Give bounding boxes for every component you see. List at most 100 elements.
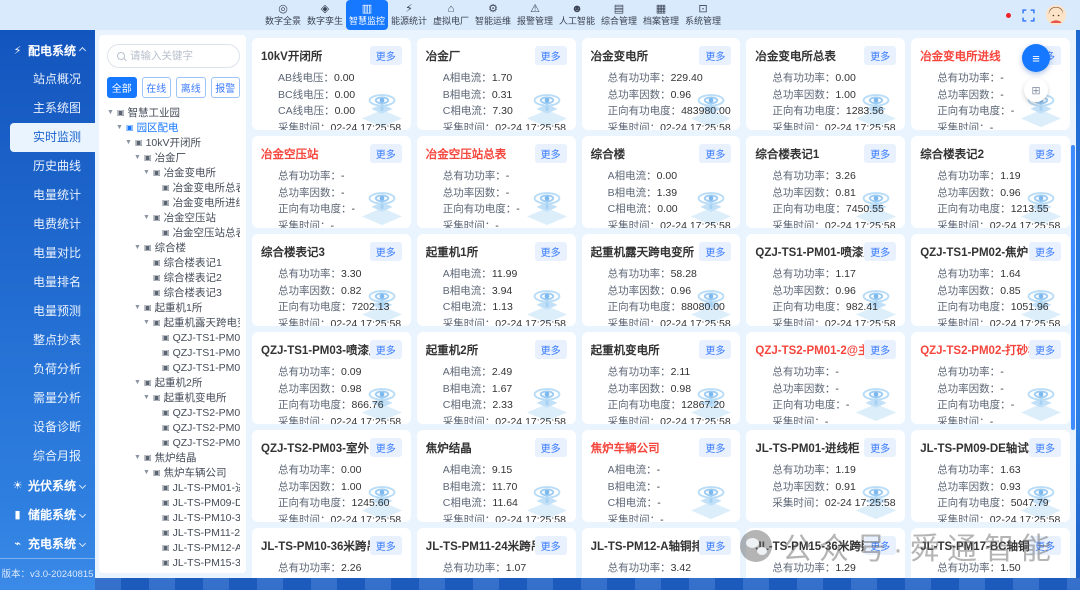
sidebar-item[interactable]: 电费统计 bbox=[33, 217, 82, 231]
tree-node[interactable]: ▣JL-TS-PM10-36米跨吊 bbox=[107, 510, 240, 525]
nav-item-energy-stats[interactable]: ⚡ 能源统计 bbox=[388, 0, 430, 30]
more-button[interactable]: 更多 bbox=[699, 438, 732, 457]
tree-node[interactable]: ▣JL-TS-PM09-DE轴试车 bbox=[107, 495, 240, 510]
tree-node[interactable]: ▼ ▣ 焦炉车辆公司 bbox=[107, 465, 240, 480]
more-button[interactable]: 更多 bbox=[864, 144, 897, 163]
tree-node[interactable]: ▼ ▣ 起重机2所 bbox=[107, 375, 240, 390]
filter-button[interactable]: 离线 bbox=[176, 77, 206, 98]
sidebar-section-power-distribution[interactable]: ⚡ 配电系统 bbox=[0, 36, 95, 65]
more-button[interactable]: 更多 bbox=[864, 340, 897, 359]
tree-node[interactable]: ▣QZJ-TS2-PM03-室外 bbox=[107, 435, 240, 450]
nav-item-general-mgmt[interactable]: ▤ 综合管理 bbox=[598, 0, 640, 30]
sidebar-section-charging[interactable]: ⌁ 充电系统 bbox=[0, 529, 95, 558]
sidebar-item[interactable]: 主系统图 bbox=[33, 101, 82, 115]
tree-node[interactable]: ▼▣起重机露天跨电变所 bbox=[107, 315, 240, 330]
tree-node[interactable]: ▣ 冶金空压站总表 bbox=[107, 225, 240, 240]
sidebar-item[interactable]: 综合月报 bbox=[33, 449, 82, 463]
tree-node[interactable]: ▣JL-TS-PM15-36米跨照 bbox=[107, 555, 240, 569]
sidebar-item[interactable]: 实时监测 bbox=[10, 123, 95, 152]
list-view-toggle-button[interactable]: ≡ bbox=[1022, 44, 1050, 72]
avatar[interactable] bbox=[1046, 5, 1066, 25]
nav-item-digital-panorama[interactable]: ◎ 数字全景 bbox=[262, 0, 304, 30]
tree-node[interactable]: ▣JL-TS-PM11-24米跨吊 bbox=[107, 525, 240, 540]
sidebar-item[interactable]: 需量分析 bbox=[33, 391, 82, 405]
more-button[interactable]: 更多 bbox=[1029, 144, 1061, 163]
more-button[interactable]: 更多 bbox=[1029, 242, 1061, 261]
more-button[interactable]: 更多 bbox=[864, 46, 897, 65]
sidebar-item[interactable]: 整点抄表 bbox=[33, 333, 82, 347]
tree-node[interactable]: ▣QZJ-TS1-PM03-喷漆房 bbox=[107, 360, 240, 375]
filter-button[interactable]: 在线 bbox=[141, 77, 171, 98]
tree-node[interactable]: ▣JL-TS-PM01-进线柜 bbox=[107, 480, 240, 495]
fullscreen-button[interactable] bbox=[1022, 8, 1035, 22]
tree-node[interactable]: ▼ ▣ 智慧工业园 bbox=[107, 105, 240, 120]
more-button[interactable]: 更多 bbox=[864, 536, 897, 555]
tree-node[interactable]: ▣QZJ-TS1-PM02-焦炉吊 bbox=[107, 345, 240, 360]
sidebar-item[interactable]: 设备诊断 bbox=[33, 420, 82, 434]
sidebar-section-storage[interactable]: ▮ 储能系统 bbox=[0, 500, 95, 529]
nav-item-smart-ops[interactable]: ⚙ 智能运维 bbox=[472, 0, 514, 30]
tree-node[interactable]: ▼ ▣ 冶金变电所 bbox=[107, 165, 240, 180]
search-input[interactable] bbox=[130, 50, 230, 62]
tree-node[interactable]: ▣QZJ-TS1-PM01-喷漆房 bbox=[107, 330, 240, 345]
more-button[interactable]: 更多 bbox=[534, 144, 567, 163]
more-button[interactable]: 更多 bbox=[864, 242, 897, 261]
more-button[interactable]: 更多 bbox=[534, 46, 567, 65]
tree-node[interactable]: ▣JL-TS-PM12-A轴铜排 bbox=[107, 540, 240, 555]
more-button[interactable]: 更多 bbox=[369, 46, 402, 65]
tree-node[interactable]: ▣ 综合楼表记2 bbox=[107, 270, 240, 285]
sidebar-item[interactable]: 电量预测 bbox=[33, 304, 82, 318]
filter-button[interactable]: 报警 bbox=[210, 77, 240, 98]
more-button[interactable]: 更多 bbox=[369, 536, 402, 555]
more-button[interactable]: 更多 bbox=[369, 242, 402, 261]
sidebar-item[interactable]: 负荷分析 bbox=[33, 362, 82, 376]
sidebar-item[interactable]: 历史曲线 bbox=[33, 159, 82, 173]
tree-node[interactable]: ▣QZJ-TS2-PM01-2@主 bbox=[107, 405, 240, 420]
search-box[interactable] bbox=[107, 44, 240, 68]
more-button[interactable]: 更多 bbox=[699, 144, 732, 163]
sidebar-item[interactable]: 电量排名 bbox=[33, 275, 82, 289]
more-button[interactable]: 更多 bbox=[864, 438, 897, 457]
tree-node[interactable]: ▼ ▣ 综合楼 bbox=[107, 240, 240, 255]
sidebar-section-solar[interactable]: ☀ 光伏系统 bbox=[0, 471, 95, 500]
nav-item-smart-monitor[interactable]: ▥ 智慧监控 bbox=[346, 0, 388, 30]
more-button[interactable]: 更多 bbox=[534, 536, 567, 555]
more-button[interactable]: 更多 bbox=[534, 340, 567, 359]
tree-node[interactable]: ▼ ▣ 起重机变电所 bbox=[107, 390, 240, 405]
tree-node[interactable]: ▣ 冶金变电所进线 bbox=[107, 195, 240, 210]
more-button[interactable]: 更多 bbox=[369, 438, 402, 457]
filter-button[interactable]: 全部 bbox=[107, 77, 137, 98]
tree-node[interactable]: ▼ ▣ 10kV开闭所 bbox=[107, 135, 240, 150]
more-button[interactable]: 更多 bbox=[1029, 340, 1061, 359]
tree-node[interactable]: ▼ ▣ 园区配电 bbox=[107, 120, 240, 135]
tree-node[interactable]: ▣ 综合楼表记1 bbox=[107, 255, 240, 270]
more-button[interactable]: 更多 bbox=[699, 242, 732, 261]
tree-node[interactable]: ▼ ▣ 冶金厂 bbox=[107, 150, 240, 165]
more-button[interactable]: 更多 bbox=[534, 438, 567, 457]
sidebar-item[interactable]: 电量对比 bbox=[33, 246, 82, 260]
more-button[interactable]: 更多 bbox=[699, 340, 732, 359]
nav-item-archive-mgmt[interactable]: ▦ 档案管理 bbox=[640, 0, 682, 30]
nav-item-digital-twin[interactable]: ◈ 数字孪生 bbox=[304, 0, 346, 30]
more-button[interactable]: 更多 bbox=[1029, 438, 1061, 457]
nav-item-ai[interactable]: ☻ 人工智能 bbox=[556, 0, 598, 30]
card-view-toggle-button[interactable]: ⊞ bbox=[1024, 78, 1048, 102]
more-button[interactable]: 更多 bbox=[534, 242, 567, 261]
tree-node[interactable]: ▼ ▣ 焦炉结晶 bbox=[107, 450, 240, 465]
tree-node[interactable]: ▣QZJ-TS2-PM02-打砂机 bbox=[107, 420, 240, 435]
tree-node[interactable]: ▼ ▣ 起重机1所 bbox=[107, 300, 240, 315]
more-button[interactable]: 更多 bbox=[369, 144, 402, 163]
nav-item-alarm-mgmt[interactable]: ⚠ 报警管理 bbox=[514, 0, 556, 30]
tree-node[interactable]: ▣ 冶金变电所总表 bbox=[107, 180, 240, 195]
tree-node[interactable]: ▣ 综合楼表记3 bbox=[107, 285, 240, 300]
scrollbar-thumb[interactable] bbox=[1071, 145, 1075, 430]
sidebar-item[interactable]: 站点概况 bbox=[33, 72, 82, 86]
more-button[interactable]: 更多 bbox=[699, 536, 732, 555]
tree-node[interactable]: ▼ ▣ 冶金空压站 bbox=[107, 210, 240, 225]
nav-item-virtual-plant[interactable]: ⌂ 虚拟电厂 bbox=[430, 0, 472, 30]
more-button[interactable]: 更多 bbox=[1029, 536, 1061, 555]
sidebar-item[interactable]: 电量统计 bbox=[33, 188, 82, 202]
more-button[interactable]: 更多 bbox=[699, 46, 732, 65]
nav-item-system-mgmt[interactable]: ⊡ 系统管理 bbox=[682, 0, 724, 30]
more-button[interactable]: 更多 bbox=[369, 340, 402, 359]
